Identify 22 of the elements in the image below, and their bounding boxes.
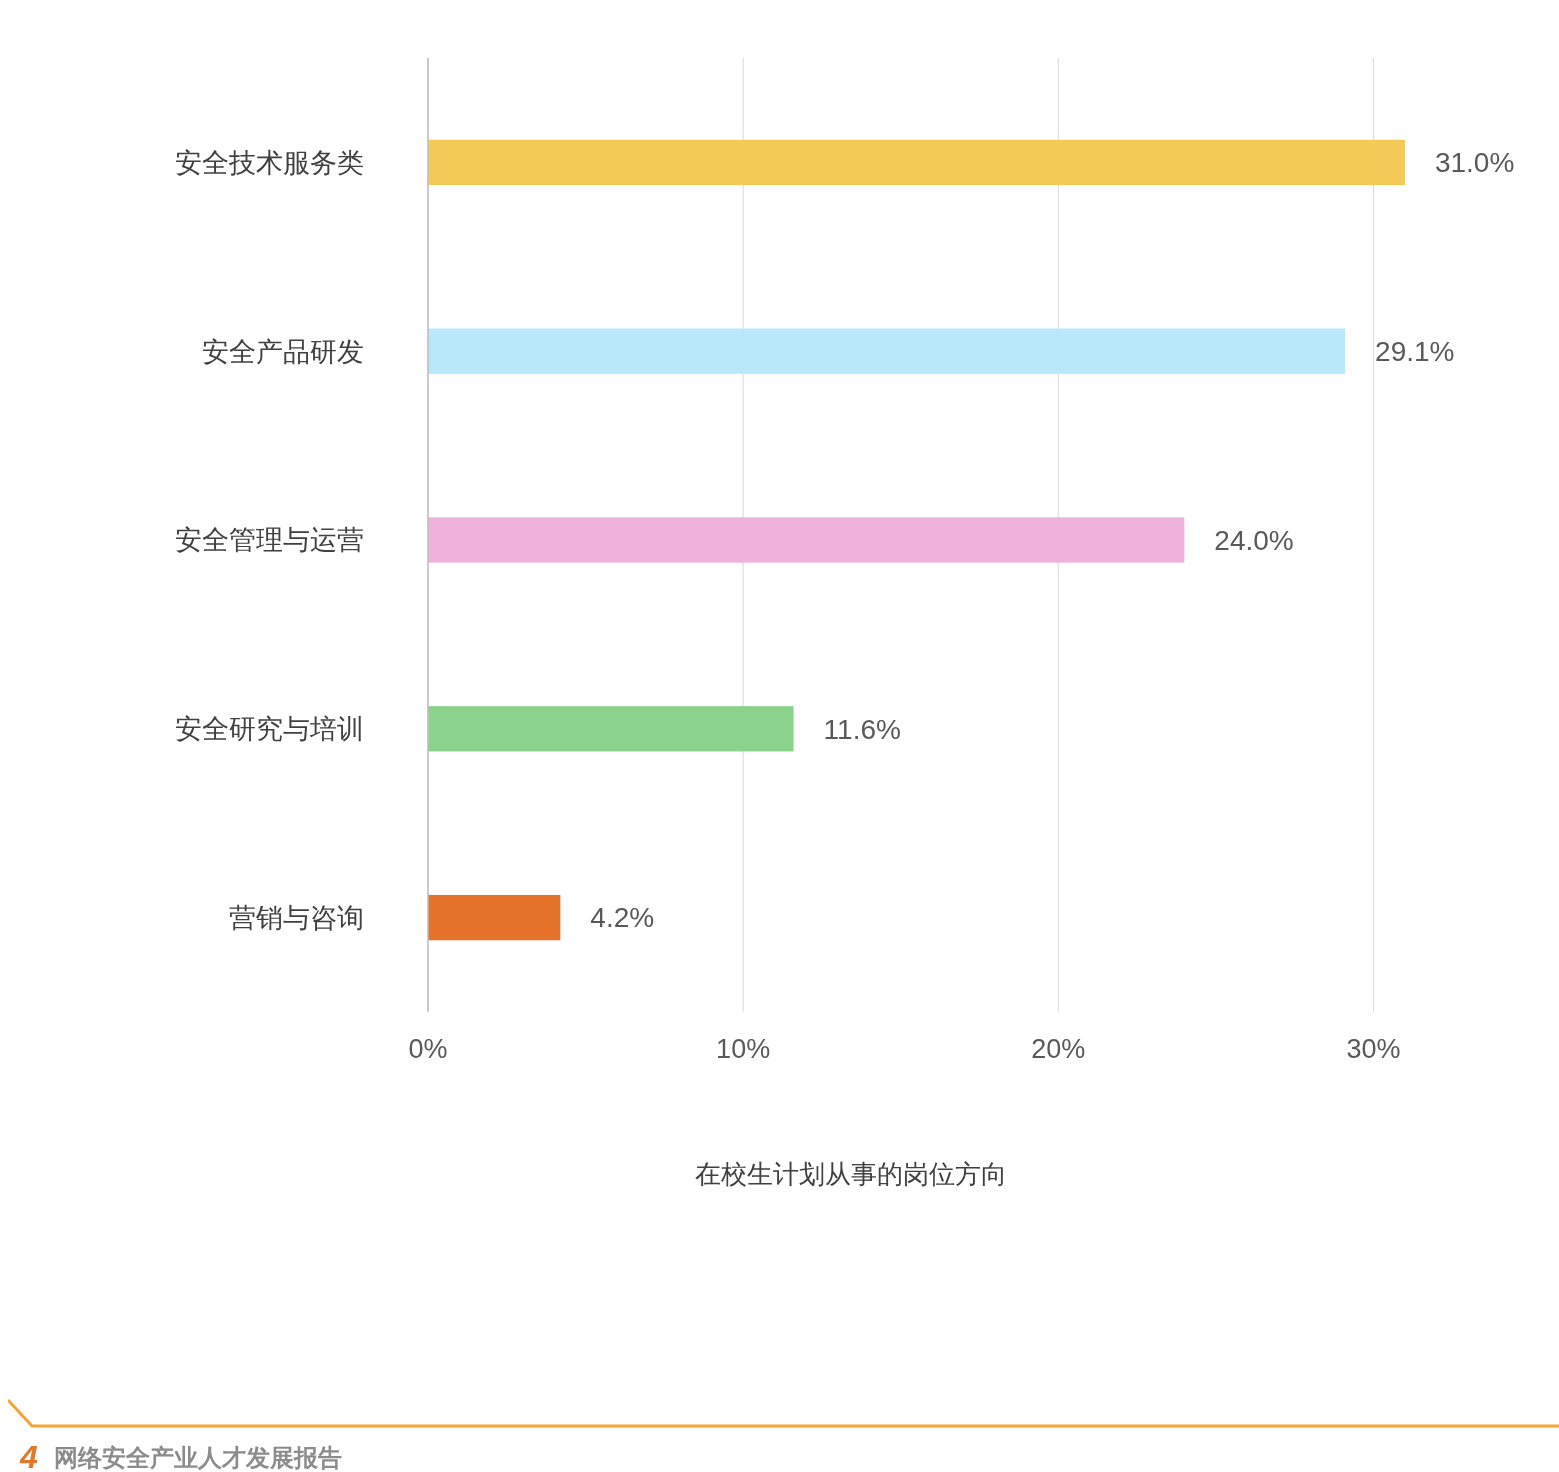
x-tick-label: 20% bbox=[1031, 1034, 1086, 1064]
data-label: 31.0% bbox=[1434, 147, 1515, 179]
x-axis-title: 在校生计划从事的岗位方向 bbox=[695, 1159, 1007, 1189]
data-label: 4.2% bbox=[590, 902, 655, 934]
text: 网络安全产业人才发展报告 bbox=[54, 1444, 342, 1471]
data-label: 24.0% bbox=[1214, 524, 1294, 556]
bar bbox=[428, 894, 561, 941]
x-tick-label: 0% bbox=[408, 1034, 448, 1064]
data-label: 29.1% bbox=[1375, 336, 1455, 367]
y-tick-label: 营销与咨询 bbox=[229, 903, 364, 934]
x-tick-label: 30% bbox=[1346, 1034, 1401, 1064]
bar bbox=[428, 328, 1346, 374]
data-label: 11.6% bbox=[823, 713, 901, 745]
bar bbox=[428, 139, 1405, 186]
y-tick-label: 安全产品研发 bbox=[202, 336, 364, 367]
y-tick-label: 安全技术服务类 bbox=[175, 147, 364, 178]
text: 4 bbox=[19, 1439, 38, 1472]
x-tick-label: 10% bbox=[716, 1034, 771, 1064]
bar bbox=[428, 706, 794, 752]
y-tick-label: 安全研究与培训 bbox=[175, 714, 364, 745]
bar bbox=[428, 517, 1185, 563]
y-tick-label: 安全管理与运营 bbox=[175, 525, 364, 556]
